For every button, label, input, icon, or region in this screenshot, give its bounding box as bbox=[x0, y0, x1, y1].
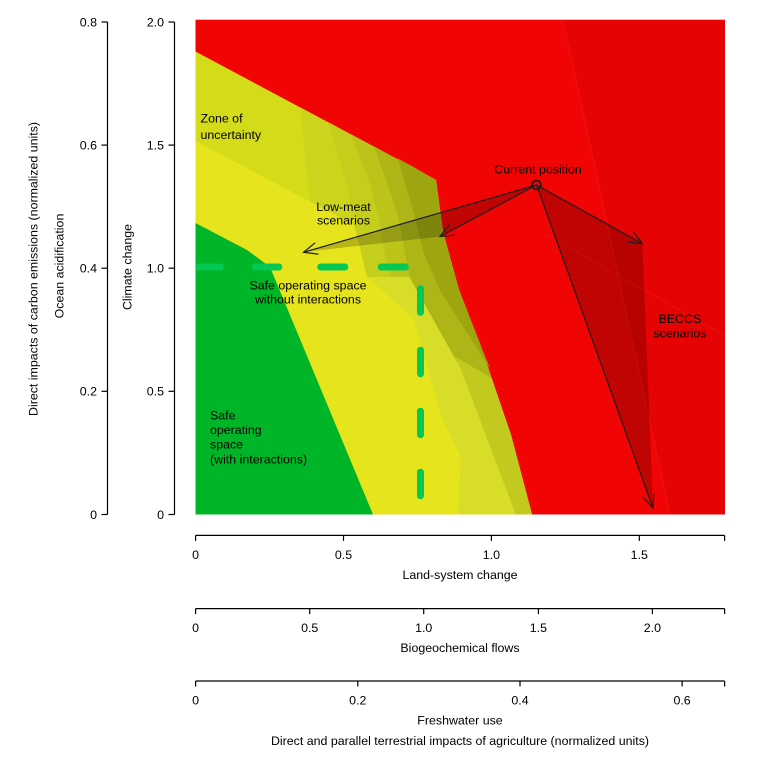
svg-text:operating: operating bbox=[210, 423, 262, 437]
svg-text:1.5: 1.5 bbox=[147, 138, 164, 152]
svg-text:Direct and parallel terrestria: Direct and parallel terrestrial impacts … bbox=[271, 734, 649, 748]
svg-text:scenarios: scenarios bbox=[317, 214, 370, 228]
svg-text:1.5: 1.5 bbox=[530, 621, 547, 635]
svg-text:(with interactions): (with interactions) bbox=[210, 452, 307, 466]
svg-text:BECCS: BECCS bbox=[659, 312, 702, 326]
svg-text:0: 0 bbox=[192, 621, 199, 635]
svg-text:0.6: 0.6 bbox=[673, 693, 690, 707]
svg-text:0.4: 0.4 bbox=[80, 262, 97, 276]
svg-text:space: space bbox=[210, 438, 243, 452]
svg-text:0.5: 0.5 bbox=[301, 621, 318, 635]
svg-text:0.8: 0.8 bbox=[80, 15, 97, 29]
svg-text:Biogeochemical flows: Biogeochemical flows bbox=[400, 641, 519, 655]
svg-text:0.4: 0.4 bbox=[511, 693, 528, 707]
svg-text:Land-system change: Land-system change bbox=[402, 568, 517, 582]
svg-text:Current position: Current position bbox=[494, 162, 582, 176]
svg-text:1.0: 1.0 bbox=[415, 621, 432, 635]
svg-text:0.2: 0.2 bbox=[80, 385, 97, 399]
svg-text:0.2: 0.2 bbox=[349, 693, 366, 707]
svg-text:Ocean acidification: Ocean acidification bbox=[53, 214, 67, 319]
svg-text:0: 0 bbox=[90, 508, 97, 522]
svg-text:1.0: 1.0 bbox=[147, 262, 164, 276]
svg-text:0.6: 0.6 bbox=[80, 138, 97, 152]
svg-text:0: 0 bbox=[157, 508, 164, 522]
svg-text:1.0: 1.0 bbox=[483, 548, 500, 562]
svg-text:0.5: 0.5 bbox=[147, 385, 164, 399]
svg-text:2.0: 2.0 bbox=[644, 621, 661, 635]
svg-text:Safe operating space: Safe operating space bbox=[249, 279, 366, 293]
svg-text:0.5: 0.5 bbox=[335, 548, 352, 562]
svg-text:Low-meat: Low-meat bbox=[316, 200, 371, 214]
svg-text:uncertainty: uncertainty bbox=[201, 128, 262, 142]
svg-text:scenarios: scenarios bbox=[653, 326, 706, 340]
svg-text:Freshwater use: Freshwater use bbox=[417, 713, 503, 727]
svg-text:Climate change: Climate change bbox=[121, 224, 135, 310]
svg-text:Safe: Safe bbox=[210, 408, 236, 422]
svg-text:without interactions: without interactions bbox=[254, 293, 361, 307]
svg-text:Zone of: Zone of bbox=[201, 111, 244, 125]
svg-text:0: 0 bbox=[192, 548, 199, 562]
svg-text:Direct impacts of carbon emiss: Direct impacts of carbon emissions (norm… bbox=[26, 122, 40, 416]
svg-text:2.0: 2.0 bbox=[147, 15, 164, 29]
svg-text:0: 0 bbox=[192, 693, 199, 707]
svg-text:1.5: 1.5 bbox=[631, 548, 648, 562]
